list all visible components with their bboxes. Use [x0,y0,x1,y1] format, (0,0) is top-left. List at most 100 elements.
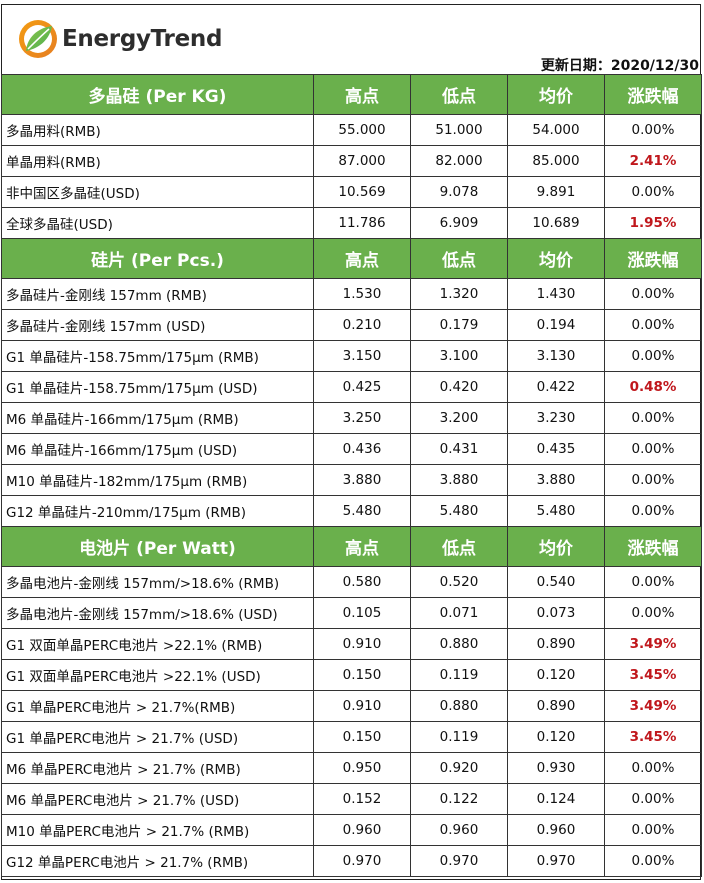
price-low-cell: 0.431 [410,433,508,465]
price-high-cell: 0.150 [313,721,411,753]
price-high-cell: 0.970 [313,845,411,877]
price-high-cell: 3.150 [313,340,411,372]
price-avg-cell: 0.073 [507,597,605,629]
table-row: G1 单晶PERC电池片 > 21.7% (USD) 0.150 0.119 0.12… [1,721,702,753]
table-row: 多晶硅片-金刚线 157mm (USD) 0.210 0.179 0.194 0.00% [1,309,702,341]
price-avg-cell: 0.970 [507,845,605,877]
product-name-cell: M6 单晶硅片-166mm/175μm (RMB) [1,402,314,434]
table-row: G12 单晶PERC电池片 > 21.7% (RMB) 0.970 0.970 0.9… [1,845,702,877]
price-avg-cell: 10.689 [507,207,605,239]
column-header-avg: 均价 [507,74,605,115]
price-low-cell: 0.071 [410,597,508,629]
table-row: 单晶用料(RMB) 87.000 82.000 85.000 2.41% [1,145,702,177]
update-date: 更新日期：2020/12/30 [540,58,699,74]
price-avg-cell: 5.480 [507,495,605,527]
price-change-cell: 0.00% [604,783,702,815]
price-high-cell: 0.210 [313,309,411,341]
section-header-row: 硅片 (Per Pcs.) 高点 低点 均价 涨跌幅 [1,238,702,279]
product-name-cell: G1 单晶硅片-158.75mm/175μm (USD) [1,371,314,403]
column-header-avg: 均价 [507,238,605,279]
table-row: M10 单晶硅片-182mm/175μm (RMB) 3.880 3.880 3.88… [1,464,702,496]
product-name-cell: 非中国区多晶硅(USD) [1,176,314,208]
price-high-cell: 0.150 [313,659,411,691]
price-change-cell: 3.45% [604,659,702,691]
price-change-cell: 3.49% [604,628,702,660]
price-table: 多晶硅 (Per KG) 高点 低点 均价 涨跌幅 多晶用料(RMB) 55.000 51.0… [1,74,702,877]
price-low-cell: 0.960 [410,814,508,846]
price-avg-cell: 0.422 [507,371,605,403]
price-low-cell: 3.200 [410,402,508,434]
table-row: 非中国区多晶硅(USD) 10.569 9.078 9.891 0.00% [1,176,702,208]
price-low-cell: 9.078 [410,176,508,208]
column-header-avg: 均价 [507,526,605,567]
price-low-cell: 0.122 [410,783,508,815]
price-change-cell: 0.00% [604,845,702,877]
price-high-cell: 0.425 [313,371,411,403]
price-low-cell: 0.119 [410,659,508,691]
price-high-cell: 0.910 [313,628,411,660]
price-low-cell: 3.880 [410,464,508,496]
price-change-cell: 0.00% [604,464,702,496]
product-name-cell: 多晶硅片-金刚线 157mm (RMB) [1,278,314,310]
price-change-cell: 0.00% [604,566,702,598]
column-header-low: 低点 [410,526,508,567]
price-low-cell: 6.909 [410,207,508,239]
price-low-cell: 0.920 [410,752,508,784]
column-header-high: 高点 [313,238,411,279]
product-name-cell: G12 单晶PERC电池片 > 21.7% (RMB) [1,845,314,877]
price-high-cell: 11.786 [313,207,411,239]
price-change-cell: 0.00% [604,402,702,434]
column-header-high: 高点 [313,74,411,115]
price-low-cell: 3.100 [410,340,508,372]
table-row: M6 单晶硅片-166mm/175μm (USD) 0.436 0.431 0.435… [1,433,702,465]
price-low-cell: 5.480 [410,495,508,527]
price-change-cell: 0.00% [604,309,702,341]
product-name-cell: G12 单晶硅片-210mm/175μm (RMB) [1,495,314,527]
table-row: 多晶电池片-金刚线 157mm/>18.6% (USD) 0.105 0.071 0.… [1,597,702,629]
brand-name: EnergyTrend [62,26,223,52]
price-high-cell: 5.480 [313,495,411,527]
price-high-cell: 55.000 [313,114,411,146]
price-change-cell: 0.00% [604,433,702,465]
table-row: G1 单晶硅片-158.75mm/175μm (USD) 0.425 0.420 0.… [1,371,702,403]
price-high-cell: 0.105 [313,597,411,629]
product-name-cell: 单晶用料(RMB) [1,145,314,177]
table-row: 多晶电池片-金刚线 157mm/>18.6% (RMB) 0.580 0.520 0.… [1,566,702,598]
product-name-cell: M6 单晶PERC电池片 > 21.7% (RMB) [1,752,314,784]
table-row: G1 单晶PERC电池片 > 21.7%(RMB) 0.910 0.880 0.890… [1,690,702,722]
price-low-cell: 0.119 [410,721,508,753]
price-high-cell: 0.152 [313,783,411,815]
table-row: 多晶用料(RMB) 55.000 51.000 54.000 0.00% [1,114,702,146]
price-avg-cell: 0.930 [507,752,605,784]
price-change-cell: 1.95% [604,207,702,239]
section-title: 多晶硅 (Per KG) [1,74,314,115]
column-header-low: 低点 [410,74,508,115]
price-high-cell: 0.960 [313,814,411,846]
price-change-cell: 0.00% [604,752,702,784]
column-header-change: 涨跌幅 [604,526,702,567]
price-avg-cell: 0.435 [507,433,605,465]
section-title: 硅片 (Per Pcs.) [1,238,314,279]
product-name-cell: M6 单晶PERC电池片 > 21.7% (USD) [1,783,314,815]
price-high-cell: 3.880 [313,464,411,496]
price-change-cell: 0.00% [604,340,702,372]
table-row: 多晶硅片-金刚线 157mm (RMB) 1.530 1.320 1.430 0.00% [1,278,702,310]
table-row: 全球多晶硅(USD) 11.786 6.909 10.689 1.95% [1,207,702,239]
product-name-cell: G1 单晶PERC电池片 > 21.7% (USD) [1,721,314,753]
price-high-cell: 3.250 [313,402,411,434]
table-row: M6 单晶硅片-166mm/175μm (RMB) 3.250 3.200 3.230… [1,402,702,434]
price-avg-cell: 9.891 [507,176,605,208]
price-avg-cell: 54.000 [507,114,605,146]
price-high-cell: 0.436 [313,433,411,465]
price-change-cell: 0.48% [604,371,702,403]
price-low-cell: 0.970 [410,845,508,877]
price-change-cell: 0.00% [604,495,702,527]
table-row: M6 单晶PERC电池片 > 21.7% (RMB) 0.950 0.920 0.93… [1,752,702,784]
product-name-cell: 多晶电池片-金刚线 157mm/>18.6% (USD) [1,597,314,629]
table-row: M10 单晶PERC电池片 > 21.7% (RMB) 0.960 0.960 0.9… [1,814,702,846]
column-header-change: 涨跌幅 [604,238,702,279]
table-row: M6 单晶PERC电池片 > 21.7% (USD) 0.152 0.122 0.12… [1,783,702,815]
price-low-cell: 0.420 [410,371,508,403]
price-avg-cell: 0.194 [507,309,605,341]
column-header-low: 低点 [410,238,508,279]
